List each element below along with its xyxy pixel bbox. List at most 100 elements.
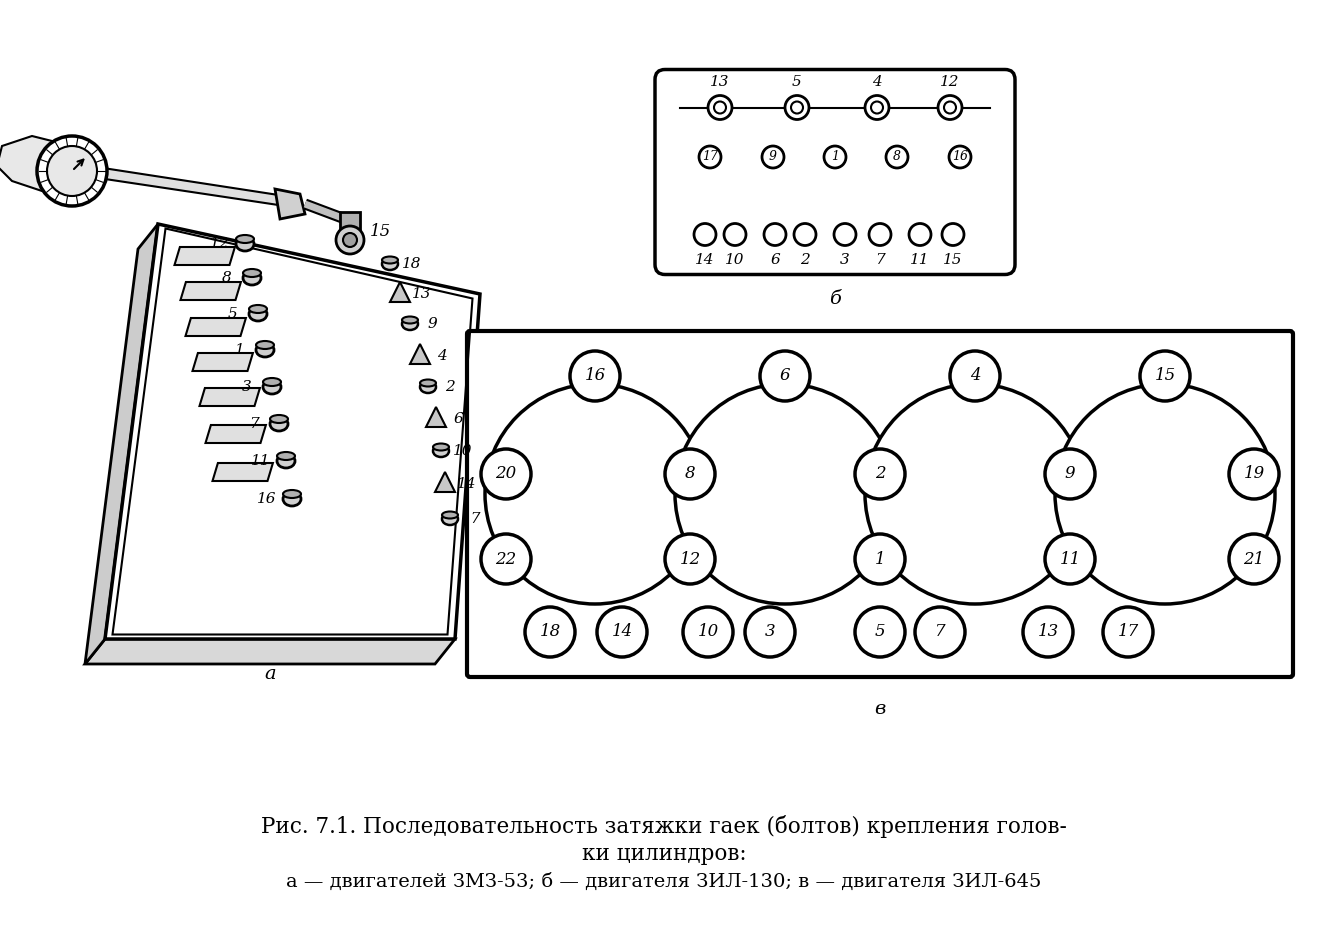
Circle shape xyxy=(835,223,856,246)
Circle shape xyxy=(942,223,964,246)
Polygon shape xyxy=(340,212,360,232)
Circle shape xyxy=(869,223,890,246)
Circle shape xyxy=(865,95,889,120)
Ellipse shape xyxy=(381,258,397,270)
Circle shape xyxy=(525,607,575,657)
Circle shape xyxy=(870,102,882,114)
Text: 15: 15 xyxy=(1155,367,1176,385)
Polygon shape xyxy=(427,407,447,427)
Circle shape xyxy=(824,146,847,168)
Text: 22: 22 xyxy=(496,550,517,568)
Ellipse shape xyxy=(263,378,280,386)
Text: 5: 5 xyxy=(874,624,885,641)
Text: в: в xyxy=(874,700,885,718)
Circle shape xyxy=(785,95,809,120)
Circle shape xyxy=(1140,351,1189,401)
Circle shape xyxy=(855,449,905,499)
Ellipse shape xyxy=(283,490,300,498)
Text: 11: 11 xyxy=(910,252,930,266)
Text: 7: 7 xyxy=(874,252,885,266)
Ellipse shape xyxy=(276,454,295,468)
Circle shape xyxy=(664,449,715,499)
Text: 2: 2 xyxy=(874,465,885,483)
Polygon shape xyxy=(85,224,158,664)
Ellipse shape xyxy=(243,271,260,285)
Circle shape xyxy=(855,607,905,657)
Ellipse shape xyxy=(237,237,254,251)
Polygon shape xyxy=(411,344,431,364)
Ellipse shape xyxy=(420,381,436,393)
Polygon shape xyxy=(85,639,455,664)
Text: 7: 7 xyxy=(934,624,945,641)
Circle shape xyxy=(1023,607,1073,657)
Text: 12: 12 xyxy=(940,76,960,90)
Text: 10: 10 xyxy=(726,252,744,266)
Circle shape xyxy=(336,226,364,254)
Text: 8: 8 xyxy=(222,271,231,285)
Text: 4: 4 xyxy=(872,76,882,90)
Ellipse shape xyxy=(237,235,254,243)
Text: 9: 9 xyxy=(1065,465,1075,483)
Text: 15: 15 xyxy=(369,223,391,240)
Polygon shape xyxy=(389,282,411,302)
Text: 6: 6 xyxy=(453,412,462,426)
Text: 3: 3 xyxy=(242,380,253,394)
Circle shape xyxy=(485,384,704,604)
Circle shape xyxy=(699,146,722,168)
Polygon shape xyxy=(186,318,246,336)
FancyBboxPatch shape xyxy=(655,69,1015,275)
Ellipse shape xyxy=(249,307,267,321)
Circle shape xyxy=(1103,607,1154,657)
Text: 10: 10 xyxy=(698,624,719,641)
Polygon shape xyxy=(0,136,66,191)
Text: 6: 6 xyxy=(769,252,780,266)
Text: 17: 17 xyxy=(702,150,718,163)
Ellipse shape xyxy=(270,417,288,431)
Text: 17: 17 xyxy=(1118,624,1139,641)
Text: 17: 17 xyxy=(462,512,481,526)
Circle shape xyxy=(791,102,803,114)
Circle shape xyxy=(1055,384,1275,604)
Circle shape xyxy=(1045,449,1095,499)
Text: 18: 18 xyxy=(403,257,421,271)
Text: Рис. 7.1. Последовательность затяжки гаек (болтов) крепления голов-: Рис. 7.1. Последовательность затяжки гае… xyxy=(260,814,1067,838)
Polygon shape xyxy=(275,189,304,219)
Text: 1: 1 xyxy=(874,550,885,568)
Polygon shape xyxy=(213,463,272,481)
Text: 16: 16 xyxy=(585,367,606,385)
Circle shape xyxy=(47,146,97,196)
Circle shape xyxy=(694,223,716,246)
Text: 11: 11 xyxy=(1059,550,1080,568)
Text: 8: 8 xyxy=(893,150,901,163)
Circle shape xyxy=(938,95,962,120)
Circle shape xyxy=(760,351,809,401)
Circle shape xyxy=(1229,534,1278,584)
Text: 9: 9 xyxy=(769,150,777,163)
Ellipse shape xyxy=(420,379,436,387)
Text: 19: 19 xyxy=(1244,465,1265,483)
Text: 2: 2 xyxy=(445,380,455,394)
Circle shape xyxy=(481,449,532,499)
Text: 12: 12 xyxy=(679,550,700,568)
Ellipse shape xyxy=(270,415,288,423)
Circle shape xyxy=(664,534,715,584)
Circle shape xyxy=(714,102,726,114)
Text: 8: 8 xyxy=(684,465,695,483)
Ellipse shape xyxy=(381,257,397,263)
Circle shape xyxy=(570,351,621,401)
Text: 9: 9 xyxy=(427,317,437,331)
Circle shape xyxy=(683,607,734,657)
Polygon shape xyxy=(193,353,253,371)
Circle shape xyxy=(793,223,816,246)
Text: 1: 1 xyxy=(831,150,839,163)
Circle shape xyxy=(909,223,932,246)
Text: 15: 15 xyxy=(944,252,962,266)
Text: 13: 13 xyxy=(710,76,730,90)
Text: 13: 13 xyxy=(1038,624,1059,641)
Circle shape xyxy=(343,233,358,247)
Polygon shape xyxy=(199,388,260,406)
Text: 16: 16 xyxy=(952,150,968,163)
Circle shape xyxy=(724,223,746,246)
Circle shape xyxy=(944,102,956,114)
Circle shape xyxy=(597,607,647,657)
